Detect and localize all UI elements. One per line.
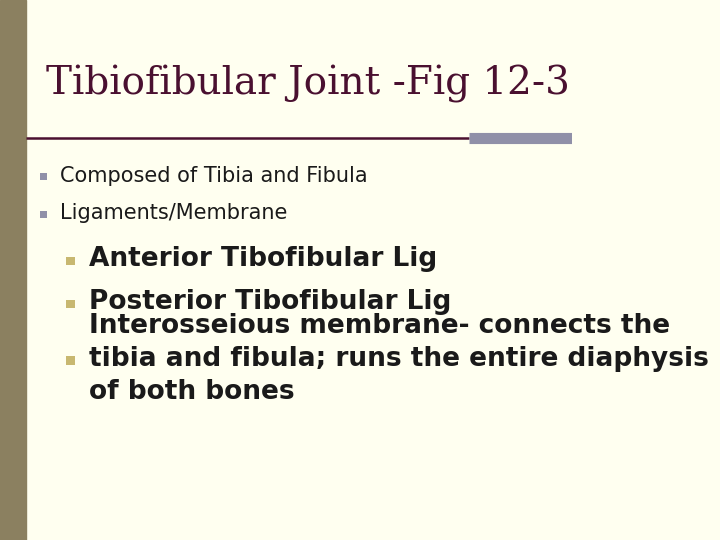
Text: Posterior Tibofibular Lig: Posterior Tibofibular Lig: [89, 289, 451, 315]
FancyBboxPatch shape: [66, 356, 75, 365]
Text: Interosseious membrane- connects the
tibia and fibula; runs the entire diaphysis: Interosseious membrane- connects the tib…: [89, 313, 708, 405]
Text: Anterior Tibofibular Lig: Anterior Tibofibular Lig: [89, 246, 437, 272]
FancyBboxPatch shape: [40, 173, 48, 180]
FancyBboxPatch shape: [66, 256, 75, 265]
Text: Ligaments/Membrane: Ligaments/Membrane: [60, 203, 287, 224]
Bar: [0, 0, 26, 540]
Text: Composed of Tibia and Fibula: Composed of Tibia and Fibula: [60, 165, 368, 186]
FancyBboxPatch shape: [40, 211, 48, 218]
Text: Tibiofibular Joint -Fig 12-3: Tibiofibular Joint -Fig 12-3: [46, 65, 570, 103]
FancyBboxPatch shape: [66, 300, 75, 308]
